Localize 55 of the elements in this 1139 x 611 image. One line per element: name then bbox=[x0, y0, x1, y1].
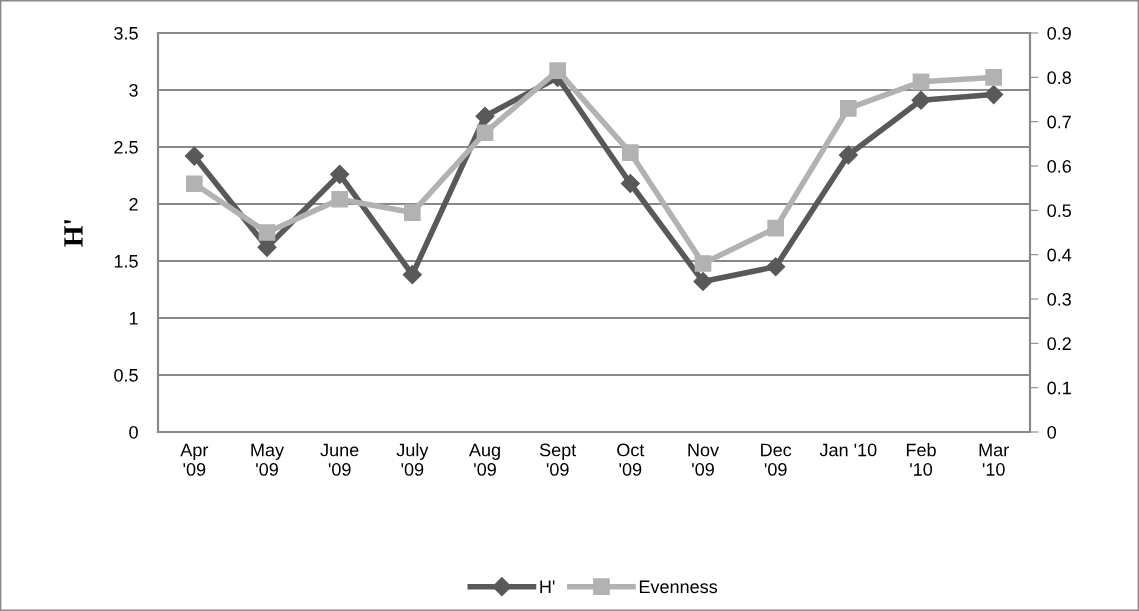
point bbox=[766, 257, 786, 277]
point bbox=[549, 62, 567, 80]
y-tick-label: 3.5 bbox=[114, 26, 138, 40]
x-tick-label: Mar '10 bbox=[979, 443, 1009, 476]
legend-label: Evenness bbox=[639, 580, 718, 594]
y2-tick-label: 0.8 bbox=[1047, 71, 1071, 85]
point bbox=[403, 204, 421, 221]
y-tick-label: 2.5 bbox=[114, 140, 138, 154]
point bbox=[839, 100, 857, 117]
x-tick-label: Aug '09 bbox=[468, 443, 500, 476]
y2-tick-label: 0.6 bbox=[1047, 159, 1071, 173]
x-tick-label: July '09 bbox=[396, 443, 429, 476]
y2-tick-label: 0.4 bbox=[1047, 248, 1072, 262]
point bbox=[911, 90, 931, 110]
point bbox=[258, 224, 276, 241]
y2-tick-label: 0.3 bbox=[1047, 292, 1071, 306]
point bbox=[694, 255, 712, 272]
point bbox=[767, 219, 785, 237]
x-tick-label: Apr '09 bbox=[180, 443, 209, 476]
x-tick-label: May '09 bbox=[251, 443, 285, 476]
point bbox=[402, 265, 422, 285]
x-tick-label: June '09 bbox=[320, 443, 359, 476]
y2-tick-label: 0.7 bbox=[1047, 115, 1071, 129]
point bbox=[621, 144, 639, 162]
y-tick-label: 2 bbox=[129, 197, 138, 211]
y2-tick-label: 0.1 bbox=[1047, 381, 1071, 395]
y-tick-label: 0.5 bbox=[114, 368, 138, 382]
y2-tick-label: 0.5 bbox=[1047, 204, 1072, 218]
y-tick-label: 1.5 bbox=[114, 255, 138, 268]
point bbox=[185, 175, 203, 193]
x-tick-label: Jan '10 bbox=[819, 443, 877, 457]
y-axis-title: H' bbox=[64, 219, 83, 247]
y-tick-label: 1 bbox=[129, 312, 138, 325]
x-tick-label: Dec '09 bbox=[761, 443, 792, 476]
legend-label: H' bbox=[540, 580, 555, 593]
point bbox=[331, 190, 349, 208]
point bbox=[985, 68, 1003, 86]
point bbox=[693, 271, 713, 292]
y2-tick-label: 0.9 bbox=[1047, 26, 1071, 40]
x-tick-label: Nov '09 bbox=[688, 443, 719, 476]
x-tick-label: Sept '09 bbox=[539, 443, 577, 476]
x-tick-label: Feb '10 bbox=[906, 443, 936, 476]
y2-tick-label: 0 bbox=[1047, 425, 1056, 439]
x-tick-label: Oct '09 bbox=[617, 443, 645, 476]
point bbox=[330, 164, 350, 184]
y-tick-label: 0 bbox=[129, 425, 138, 439]
y-tick-label: 3 bbox=[129, 83, 138, 97]
point bbox=[476, 124, 494, 142]
point bbox=[475, 106, 495, 126]
point bbox=[912, 73, 930, 91]
point bbox=[838, 145, 858, 165]
y2-tick-label: 0.2 bbox=[1047, 337, 1071, 351]
point bbox=[984, 85, 1004, 105]
point bbox=[184, 146, 204, 166]
point bbox=[620, 173, 640, 194]
